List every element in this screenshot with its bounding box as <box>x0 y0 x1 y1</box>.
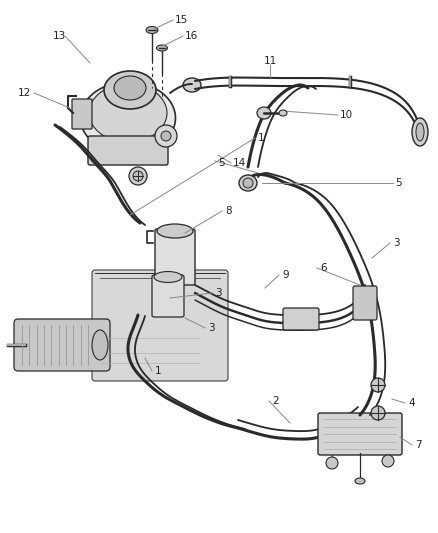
Text: 6: 6 <box>320 263 327 273</box>
Ellipse shape <box>146 27 158 34</box>
FancyBboxPatch shape <box>72 99 92 129</box>
Text: 13: 13 <box>53 31 66 41</box>
Text: 5: 5 <box>395 178 402 188</box>
Ellipse shape <box>114 76 146 100</box>
Text: 12: 12 <box>18 88 31 98</box>
Text: 15: 15 <box>175 15 188 25</box>
Ellipse shape <box>243 178 253 188</box>
Ellipse shape <box>157 224 193 238</box>
Ellipse shape <box>355 478 365 484</box>
FancyBboxPatch shape <box>92 270 228 381</box>
FancyBboxPatch shape <box>318 413 402 455</box>
FancyBboxPatch shape <box>152 275 184 317</box>
Ellipse shape <box>412 118 428 146</box>
Ellipse shape <box>133 171 143 181</box>
Text: 3: 3 <box>215 288 222 298</box>
Text: 14: 14 <box>233 158 246 168</box>
Ellipse shape <box>92 330 108 360</box>
Ellipse shape <box>81 82 176 154</box>
Text: 11: 11 <box>263 56 277 66</box>
Text: 3: 3 <box>393 238 399 248</box>
Ellipse shape <box>416 123 424 141</box>
Text: 4: 4 <box>408 398 415 408</box>
Text: 10: 10 <box>340 110 353 120</box>
Ellipse shape <box>161 131 171 141</box>
Ellipse shape <box>156 45 167 51</box>
Ellipse shape <box>239 175 257 191</box>
Text: 16: 16 <box>185 31 198 41</box>
Text: 1: 1 <box>155 366 162 376</box>
Ellipse shape <box>371 406 385 420</box>
Ellipse shape <box>155 125 177 147</box>
Ellipse shape <box>183 78 201 92</box>
Text: 3: 3 <box>208 323 215 333</box>
Text: 5: 5 <box>218 158 225 168</box>
Ellipse shape <box>89 84 167 142</box>
Text: 7: 7 <box>415 440 422 450</box>
Circle shape <box>326 457 338 469</box>
Text: 2: 2 <box>272 396 279 406</box>
FancyBboxPatch shape <box>14 319 110 371</box>
FancyBboxPatch shape <box>88 136 168 165</box>
Ellipse shape <box>104 71 156 109</box>
FancyBboxPatch shape <box>155 229 195 285</box>
Ellipse shape <box>154 271 182 282</box>
FancyBboxPatch shape <box>283 308 319 330</box>
Text: 9: 9 <box>282 270 289 280</box>
Text: 1: 1 <box>258 133 265 143</box>
Ellipse shape <box>257 107 271 119</box>
Text: 8: 8 <box>225 206 232 216</box>
Ellipse shape <box>129 167 147 185</box>
FancyBboxPatch shape <box>353 286 377 320</box>
Ellipse shape <box>279 110 287 116</box>
Circle shape <box>382 455 394 467</box>
Ellipse shape <box>371 378 385 392</box>
